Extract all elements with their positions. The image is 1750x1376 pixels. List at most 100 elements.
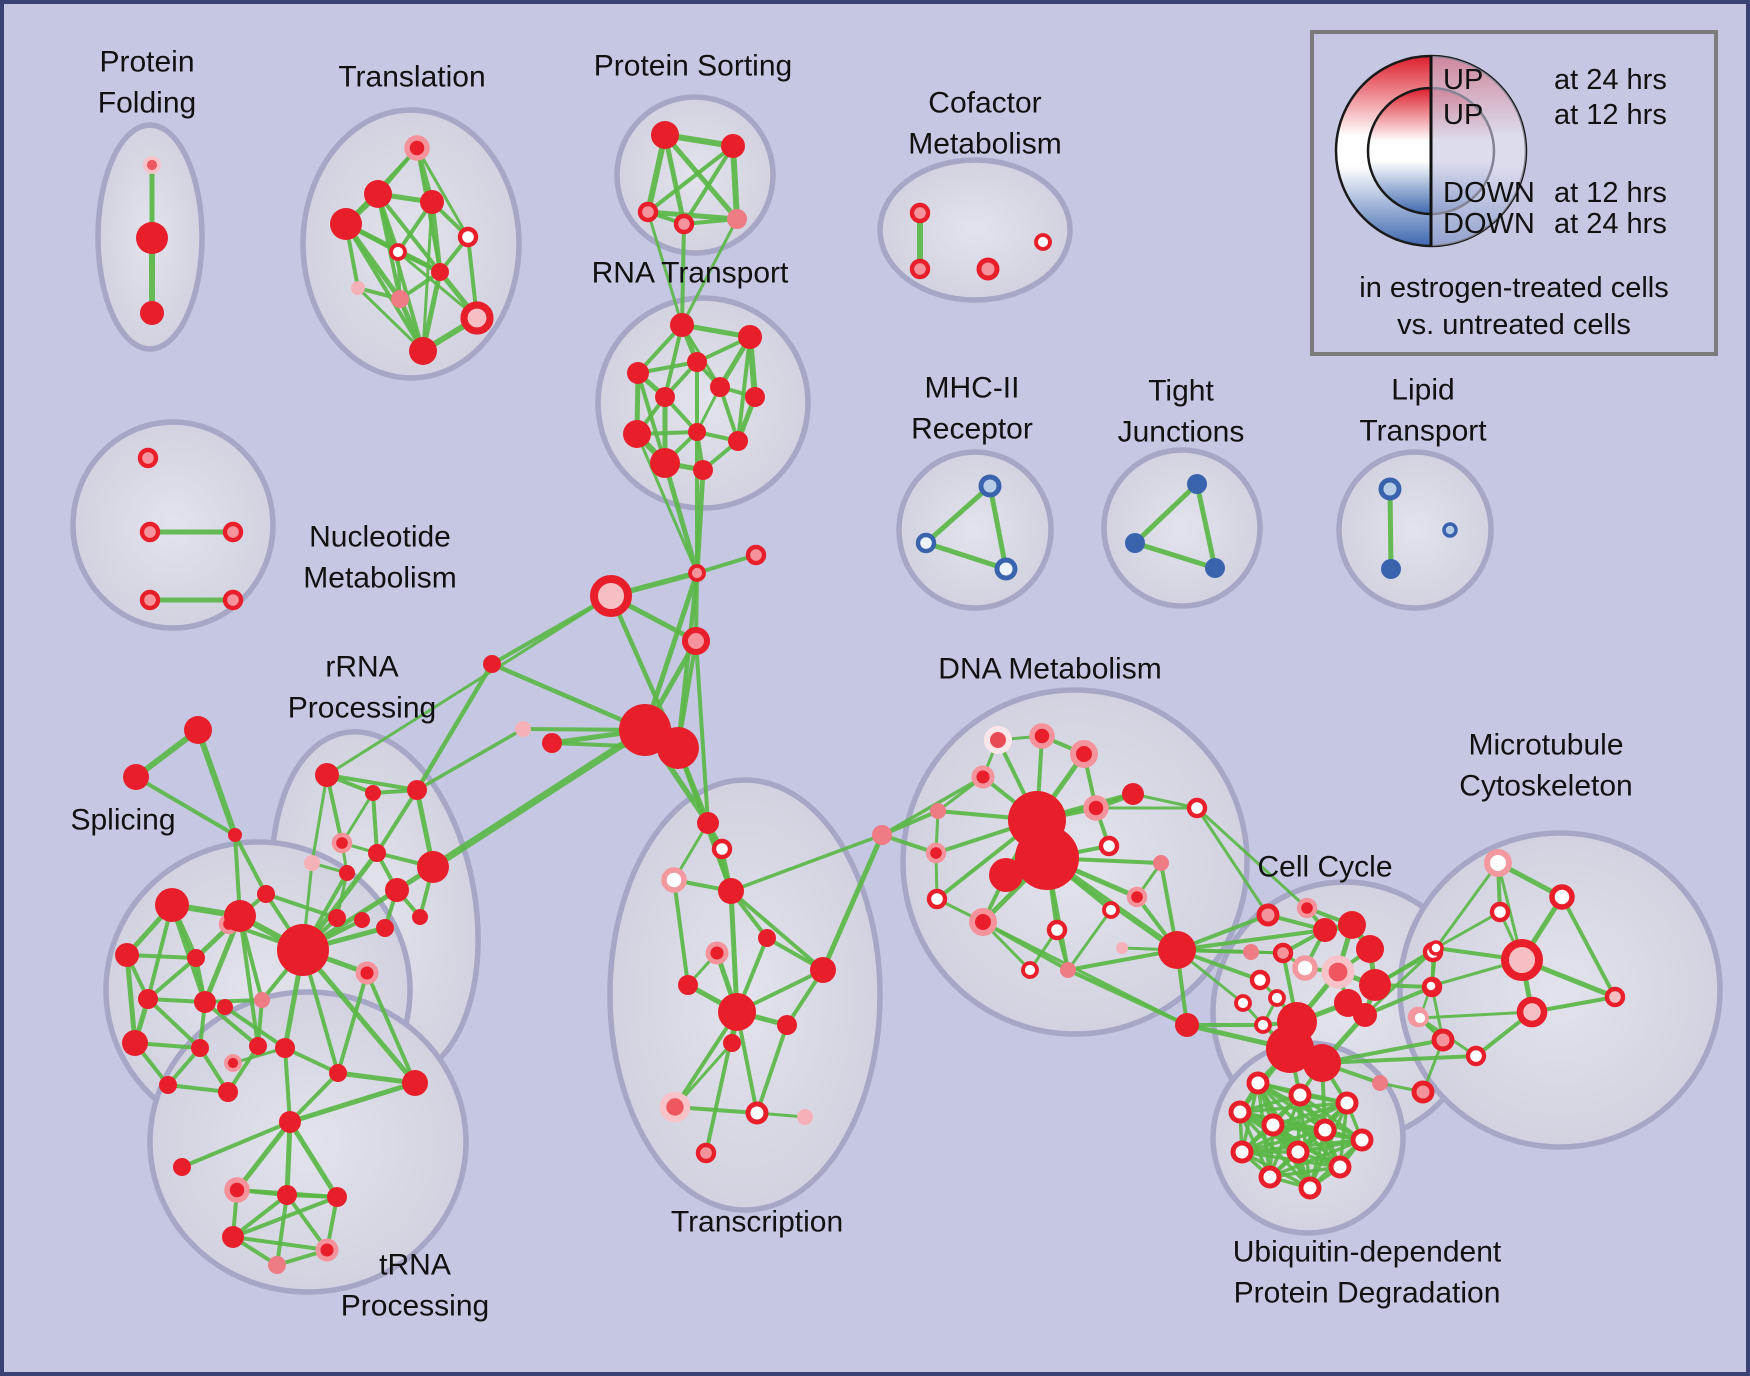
legend-direction-label-1: UP — [1443, 99, 1483, 131]
network-node-cc13 — [1234, 994, 1252, 1012]
network-node-n6 — [718, 993, 756, 1031]
network-node-rr20 — [329, 1064, 347, 1082]
network-edge — [344, 222, 425, 353]
network-node-rr12 — [376, 919, 394, 937]
legend-direction-label-0: UP — [1443, 64, 1483, 96]
network-node-cm2 — [909, 258, 931, 280]
network-node-rt10 — [728, 431, 748, 451]
network-node-u11 — [1258, 1165, 1282, 1189]
network-edge — [1363, 946, 1438, 1017]
network-node-rr15 — [412, 909, 428, 925]
network-node-tr6 — [173, 1158, 191, 1176]
network-edge — [923, 540, 1009, 572]
network-node-mh2 — [915, 532, 937, 554]
network-edge — [203, 1000, 260, 1048]
legend-time-label-2: at 12 hrs — [1554, 177, 1667, 209]
legend-time-label-1: at 12 hrs — [1554, 99, 1667, 131]
network-edge — [287, 1119, 340, 1200]
legend: UP at 24 hrs UP at 12 hrs DOWN at 12 hrs DOWN a… — [1310, 30, 1718, 356]
network-node-t2 — [364, 180, 392, 208]
cluster-label-mhc-ii-receptor: MHC-II Receptor — [911, 372, 1033, 446]
network-node-s10 — [249, 1037, 267, 1055]
cluster-label-ubiquitin-degradation: Ubiquitin-dependent Protein Degradation — [1233, 1236, 1502, 1310]
network-node-m3 — [1489, 901, 1511, 923]
network-node-m1 — [1483, 848, 1513, 878]
legend-time-label-3: at 24 hrs — [1554, 208, 1667, 240]
network-node-x1 — [688, 564, 706, 582]
network-node-n15 — [695, 1142, 717, 1164]
network-node-t11 — [409, 337, 437, 365]
cluster-ellipse-cofactor-metabolism — [877, 157, 1073, 303]
network-node-rr1 — [315, 763, 339, 787]
network-node-s9 — [191, 1039, 209, 1057]
network-edge — [730, 143, 740, 222]
network-node-d18 — [1046, 919, 1068, 941]
network-node-cm4 — [1034, 233, 1052, 251]
network-node-d10 — [1015, 826, 1079, 890]
network-edge — [1320, 1038, 1445, 1065]
network-edge — [662, 132, 687, 227]
network-node-nm3 — [222, 521, 244, 543]
network-node-sa — [184, 716, 212, 744]
network-edge — [728, 888, 740, 1015]
network-node-cc24 — [1431, 1028, 1455, 1052]
network-node-u2 — [1288, 1083, 1312, 1107]
network-node-tr10 — [222, 1226, 244, 1248]
network-edge — [680, 222, 686, 327]
network-edge — [234, 1119, 293, 1193]
cluster-label-protein-sorting: Protein Sorting — [594, 50, 792, 83]
network-edge — [124, 952, 138, 1046]
network-node-rt9 — [688, 423, 706, 441]
network-edge — [1195, 806, 1309, 910]
network-node-cc5 — [1356, 935, 1384, 963]
cluster-ellipse-nucleotide-metabolism — [70, 419, 276, 631]
network-node-tr7 — [224, 1177, 250, 1203]
network-node-rr5 — [304, 855, 320, 871]
cluster-label-rna-transport: RNA Transport — [592, 257, 789, 290]
network-edge — [284, 1119, 293, 1198]
cluster-ellipse-microtubule-cytoskeleton — [1397, 830, 1723, 1150]
network-node-x4 — [745, 544, 767, 566]
network-edge — [414, 661, 495, 793]
network-node-n14 — [797, 1109, 813, 1125]
network-node-tj2 — [1125, 533, 1145, 553]
network-node-d12 — [925, 842, 947, 864]
network-node-rr19 — [224, 1054, 242, 1072]
network-node-tr5 — [279, 1111, 301, 1133]
cluster-label-dna-metabolism: DNA Metabolism — [938, 653, 1161, 686]
network-edge — [1363, 985, 1434, 1017]
network-edge — [635, 432, 699, 575]
network-node-rr8 — [417, 851, 449, 883]
network-node-u8 — [1230, 1140, 1254, 1164]
network-node-rt7 — [745, 387, 765, 407]
network-node-cc26 — [1411, 1080, 1435, 1104]
network-node-cm1 — [909, 202, 931, 224]
network-node-d22 — [1158, 931, 1196, 969]
network-node-n3 — [661, 867, 687, 893]
network-edge — [180, 1120, 292, 1169]
network-edge — [1320, 1054, 1478, 1065]
network-edge — [146, 997, 202, 1050]
network-edge — [371, 791, 379, 855]
network-edge — [1175, 928, 1327, 952]
network-node-ps3 — [637, 201, 659, 223]
network-node-u3 — [1335, 1091, 1359, 1115]
network-node-s3 — [115, 943, 139, 967]
legend-direction-label-3: DOWN — [1443, 208, 1535, 240]
network-node-s4 — [187, 949, 205, 967]
network-node-s11 — [159, 1076, 177, 1094]
network-node-d4 — [1122, 783, 1144, 805]
network-node-ps5 — [727, 209, 747, 229]
network-node-t4 — [330, 208, 362, 240]
network-edge — [195, 727, 238, 838]
network-edge — [275, 1193, 289, 1267]
network-node-m2 — [1549, 884, 1575, 910]
network-edge — [231, 1235, 329, 1252]
network-node-u5 — [1261, 1113, 1285, 1137]
network-node-d8 — [1098, 835, 1120, 857]
network-edge — [736, 335, 752, 443]
network-node-pf2 — [136, 222, 168, 254]
network-node-cm3 — [976, 257, 1000, 281]
